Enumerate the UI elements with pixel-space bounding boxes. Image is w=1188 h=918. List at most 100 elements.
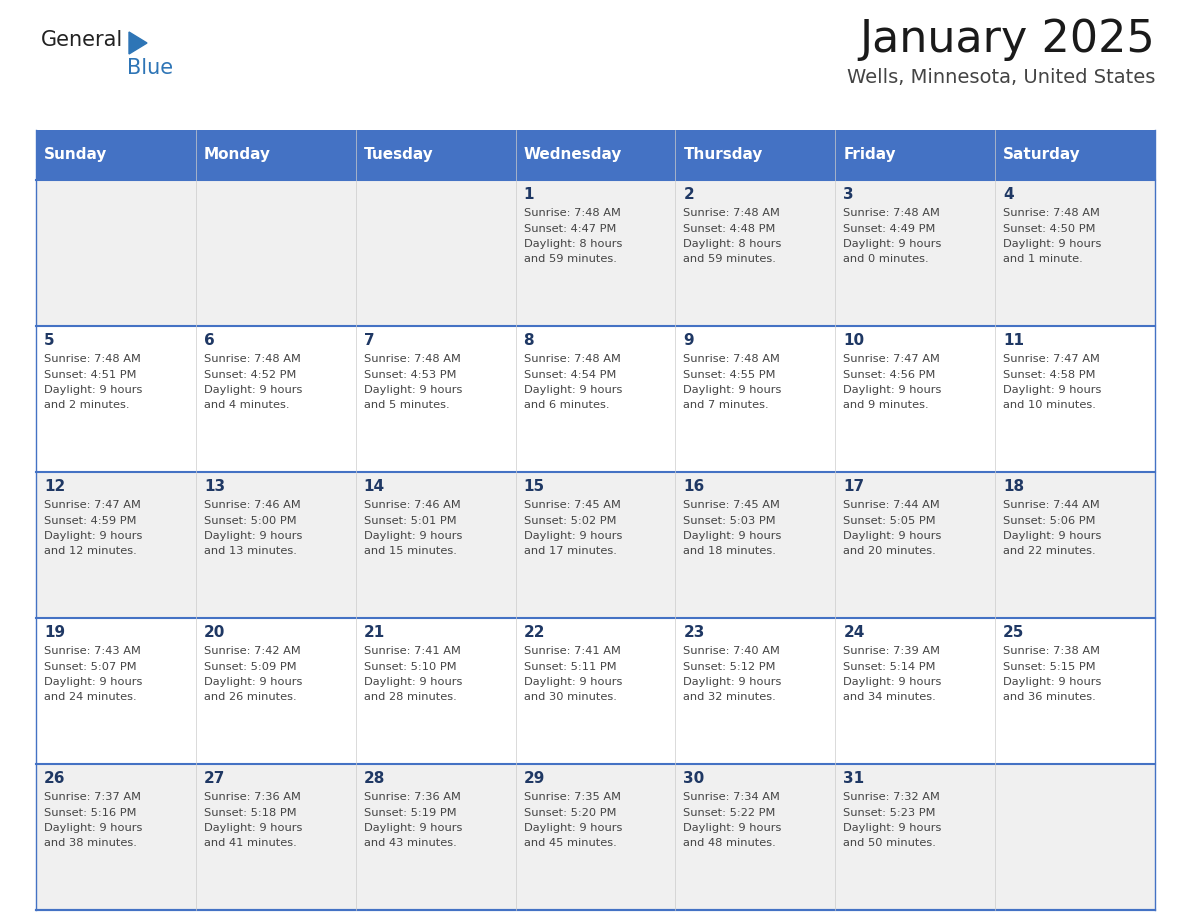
Text: Sunset: 4:58 PM: Sunset: 4:58 PM — [1003, 370, 1095, 379]
Text: and 17 minutes.: and 17 minutes. — [524, 546, 617, 556]
Text: and 45 minutes.: and 45 minutes. — [524, 838, 617, 848]
Text: Daylight: 9 hours: Daylight: 9 hours — [364, 385, 462, 395]
Text: Daylight: 9 hours: Daylight: 9 hours — [524, 823, 623, 833]
Text: and 28 minutes.: and 28 minutes. — [364, 692, 456, 702]
Bar — [36, 326, 1155, 472]
Text: 6: 6 — [204, 333, 215, 348]
Text: Sunrise: 7:39 AM: Sunrise: 7:39 AM — [843, 646, 940, 656]
Text: Monday: Monday — [204, 148, 271, 162]
Text: Daylight: 9 hours: Daylight: 9 hours — [204, 677, 302, 687]
Text: Sunrise: 7:44 AM: Sunrise: 7:44 AM — [843, 500, 940, 510]
Text: Tuesday: Tuesday — [364, 148, 434, 162]
Polygon shape — [129, 32, 147, 54]
Text: Sunrise: 7:48 AM: Sunrise: 7:48 AM — [683, 208, 781, 218]
Text: 7: 7 — [364, 333, 374, 348]
Text: Daylight: 8 hours: Daylight: 8 hours — [683, 239, 782, 249]
Text: Sunset: 5:01 PM: Sunset: 5:01 PM — [364, 516, 456, 525]
Text: Sunrise: 7:48 AM: Sunrise: 7:48 AM — [1003, 208, 1100, 218]
Text: and 22 minutes.: and 22 minutes. — [1003, 546, 1095, 556]
Text: Friday: Friday — [843, 148, 896, 162]
Text: Daylight: 9 hours: Daylight: 9 hours — [1003, 239, 1101, 249]
Text: and 59 minutes.: and 59 minutes. — [683, 254, 776, 264]
Text: 12: 12 — [44, 479, 65, 494]
Text: Daylight: 9 hours: Daylight: 9 hours — [524, 385, 623, 395]
Text: Daylight: 9 hours: Daylight: 9 hours — [44, 385, 143, 395]
Text: Thursday: Thursday — [683, 148, 763, 162]
Text: Sunrise: 7:32 AM: Sunrise: 7:32 AM — [843, 792, 940, 802]
Text: Sunrise: 7:48 AM: Sunrise: 7:48 AM — [683, 354, 781, 364]
Text: 31: 31 — [843, 771, 865, 786]
Text: Daylight: 9 hours: Daylight: 9 hours — [683, 531, 782, 541]
Text: Sunset: 4:48 PM: Sunset: 4:48 PM — [683, 223, 776, 233]
Text: Daylight: 9 hours: Daylight: 9 hours — [843, 385, 942, 395]
Text: and 59 minutes.: and 59 minutes. — [524, 254, 617, 264]
Text: 13: 13 — [204, 479, 225, 494]
Text: Daylight: 9 hours: Daylight: 9 hours — [524, 677, 623, 687]
Text: Sunrise: 7:43 AM: Sunrise: 7:43 AM — [44, 646, 141, 656]
Text: and 0 minutes.: and 0 minutes. — [843, 254, 929, 264]
Text: Sunrise: 7:40 AM: Sunrise: 7:40 AM — [683, 646, 781, 656]
Text: 8: 8 — [524, 333, 535, 348]
Text: 26: 26 — [44, 771, 65, 786]
Text: and 7 minutes.: and 7 minutes. — [683, 400, 769, 410]
Text: Sunset: 4:56 PM: Sunset: 4:56 PM — [843, 370, 936, 379]
Text: Sunrise: 7:36 AM: Sunrise: 7:36 AM — [204, 792, 301, 802]
Text: 24: 24 — [843, 625, 865, 640]
Text: Daylight: 9 hours: Daylight: 9 hours — [1003, 385, 1101, 395]
Text: Sunset: 4:49 PM: Sunset: 4:49 PM — [843, 223, 936, 233]
Text: and 1 minute.: and 1 minute. — [1003, 254, 1083, 264]
Text: 25: 25 — [1003, 625, 1024, 640]
Text: 29: 29 — [524, 771, 545, 786]
Text: 21: 21 — [364, 625, 385, 640]
Text: 23: 23 — [683, 625, 704, 640]
Text: Sunrise: 7:47 AM: Sunrise: 7:47 AM — [44, 500, 141, 510]
Text: Sunset: 5:23 PM: Sunset: 5:23 PM — [843, 808, 936, 818]
Text: and 34 minutes.: and 34 minutes. — [843, 692, 936, 702]
Text: Sunset: 4:47 PM: Sunset: 4:47 PM — [524, 223, 615, 233]
Text: Sunset: 4:53 PM: Sunset: 4:53 PM — [364, 370, 456, 379]
Bar — [36, 618, 1155, 764]
Text: Sunrise: 7:48 AM: Sunrise: 7:48 AM — [843, 208, 940, 218]
Text: 15: 15 — [524, 479, 544, 494]
Text: Blue: Blue — [127, 58, 173, 78]
Text: Sunday: Sunday — [44, 148, 107, 162]
Text: Wells, Minnesota, United States: Wells, Minnesota, United States — [847, 68, 1155, 87]
Text: 5: 5 — [44, 333, 55, 348]
Text: Sunset: 5:07 PM: Sunset: 5:07 PM — [44, 662, 137, 671]
Text: 27: 27 — [204, 771, 226, 786]
Text: Sunset: 5:20 PM: Sunset: 5:20 PM — [524, 808, 617, 818]
Text: and 6 minutes.: and 6 minutes. — [524, 400, 609, 410]
Text: and 12 minutes.: and 12 minutes. — [44, 546, 137, 556]
Text: Sunrise: 7:48 AM: Sunrise: 7:48 AM — [524, 354, 620, 364]
Text: Sunrise: 7:41 AM: Sunrise: 7:41 AM — [524, 646, 620, 656]
Text: Daylight: 8 hours: Daylight: 8 hours — [524, 239, 623, 249]
Text: and 5 minutes.: and 5 minutes. — [364, 400, 449, 410]
Text: 19: 19 — [44, 625, 65, 640]
Text: 1: 1 — [524, 187, 535, 202]
Text: Sunrise: 7:47 AM: Sunrise: 7:47 AM — [843, 354, 940, 364]
Text: Sunset: 5:12 PM: Sunset: 5:12 PM — [683, 662, 776, 671]
Text: Sunrise: 7:37 AM: Sunrise: 7:37 AM — [44, 792, 141, 802]
Bar — [36, 472, 1155, 618]
Text: and 13 minutes.: and 13 minutes. — [204, 546, 297, 556]
Text: and 43 minutes.: and 43 minutes. — [364, 838, 456, 848]
Text: 9: 9 — [683, 333, 694, 348]
Text: January 2025: January 2025 — [859, 18, 1155, 61]
Text: Daylight: 9 hours: Daylight: 9 hours — [843, 239, 942, 249]
Text: Daylight: 9 hours: Daylight: 9 hours — [204, 385, 302, 395]
Text: Daylight: 9 hours: Daylight: 9 hours — [364, 677, 462, 687]
Text: Sunset: 5:02 PM: Sunset: 5:02 PM — [524, 516, 617, 525]
Text: 30: 30 — [683, 771, 704, 786]
Bar — [196, 130, 355, 180]
Text: Sunset: 5:10 PM: Sunset: 5:10 PM — [364, 662, 456, 671]
Text: Sunset: 5:19 PM: Sunset: 5:19 PM — [364, 808, 456, 818]
Text: 16: 16 — [683, 479, 704, 494]
Text: Sunrise: 7:47 AM: Sunrise: 7:47 AM — [1003, 354, 1100, 364]
Text: 22: 22 — [524, 625, 545, 640]
Text: Daylight: 9 hours: Daylight: 9 hours — [683, 677, 782, 687]
Text: Daylight: 9 hours: Daylight: 9 hours — [683, 823, 782, 833]
Text: 11: 11 — [1003, 333, 1024, 348]
Text: Sunrise: 7:48 AM: Sunrise: 7:48 AM — [364, 354, 461, 364]
Text: Daylight: 9 hours: Daylight: 9 hours — [364, 531, 462, 541]
Text: and 9 minutes.: and 9 minutes. — [843, 400, 929, 410]
